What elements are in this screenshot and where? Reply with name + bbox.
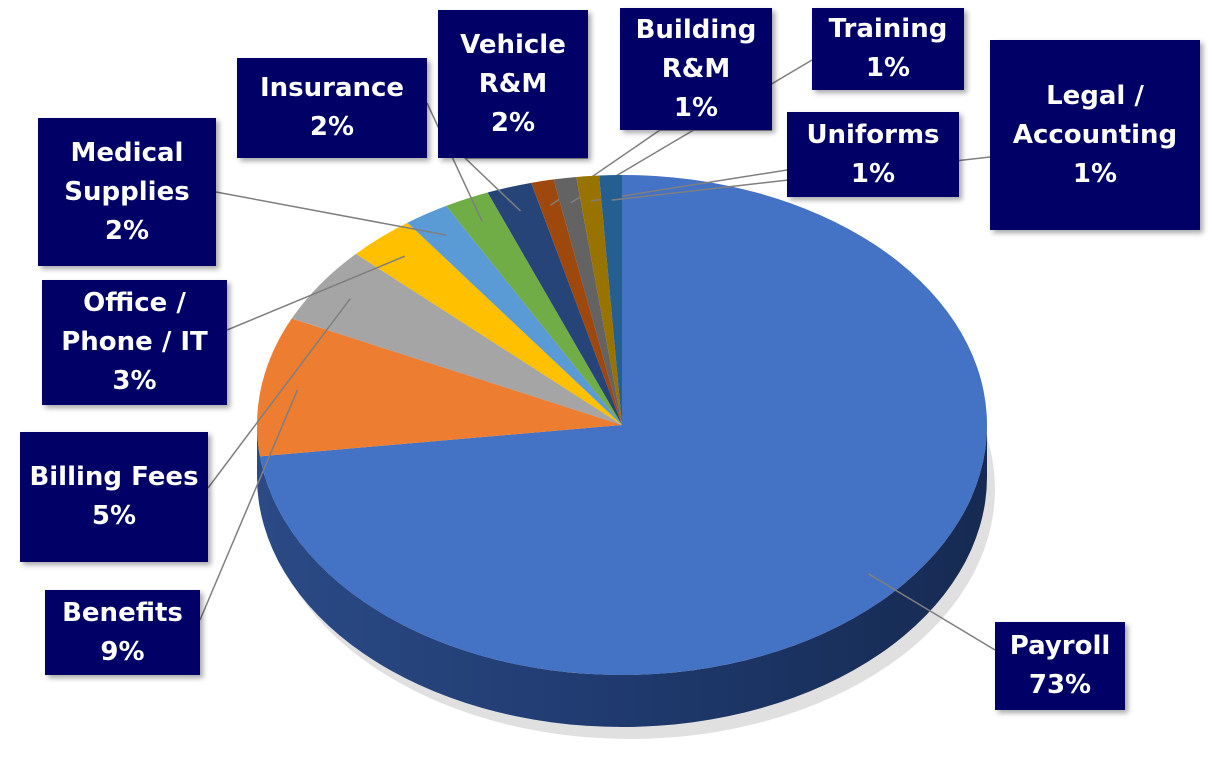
pie-slice [446, 192, 622, 425]
value-label: 9% [100, 636, 145, 667]
pie-slice [553, 176, 622, 425]
value-label: 1% [850, 158, 896, 189]
category-label: Benefits [62, 597, 183, 628]
pie-slice [531, 179, 622, 425]
value-label: 1% [673, 92, 719, 123]
pie-side [257, 425, 987, 727]
value-label: 1% [1072, 158, 1118, 189]
value-label: 2% [490, 107, 536, 138]
category-label: Training [828, 14, 948, 44]
data-label: Office / Phone / IT 3% [42, 280, 227, 405]
category-label: Legal / Accounting [1012, 80, 1178, 150]
category-label: Payroll [1009, 631, 1111, 661]
leader-line [426, 102, 483, 222]
value-label: 2% [104, 215, 150, 246]
category-label: Building R&M [635, 14, 757, 84]
category-label: Medical Supplies [64, 137, 190, 207]
category-label: Uniforms [806, 119, 940, 150]
leader-line [215, 191, 447, 236]
leader-line [590, 169, 788, 202]
category-label: Vehicle R&M [460, 29, 566, 99]
data-label: Payroll 73% [995, 622, 1125, 710]
leader-line [868, 573, 996, 651]
category-label: Billing Fees [29, 462, 199, 492]
pie-slice [259, 175, 988, 676]
value-label: 73% [1028, 670, 1092, 700]
value-label: 3% [112, 366, 157, 396]
leader-line [463, 157, 588, 212]
pie-slice [257, 318, 622, 457]
leader-line [199, 389, 299, 621]
pie-slice [291, 253, 622, 425]
value-label: 5% [91, 501, 137, 531]
leader-line [226, 255, 406, 331]
data-label: Uniforms 1% [787, 112, 959, 197]
value-label: 1% [865, 53, 911, 83]
category-label: Office / Phone / IT [61, 288, 208, 357]
data-label: Billing Fees 5% [20, 432, 208, 562]
pie-slice [599, 175, 622, 425]
value-label: 2% [309, 112, 355, 142]
data-label: Building R&M 1% [620, 8, 772, 130]
data-label: Medical Supplies 2% [38, 118, 216, 266]
pie-slice [487, 182, 622, 425]
leader-line [207, 298, 351, 489]
category-label: Insurance [259, 73, 405, 103]
pie-slice [407, 205, 622, 425]
data-label: Insurance 2% [237, 58, 427, 158]
data-label: Legal / Accounting 1% [990, 40, 1200, 230]
data-label: Benefits 9% [45, 590, 200, 675]
pie-slice [355, 222, 622, 425]
pie-slice [576, 175, 622, 425]
data-label: Vehicle R&M 2% [438, 10, 588, 158]
data-label: Training 1% [812, 8, 964, 90]
